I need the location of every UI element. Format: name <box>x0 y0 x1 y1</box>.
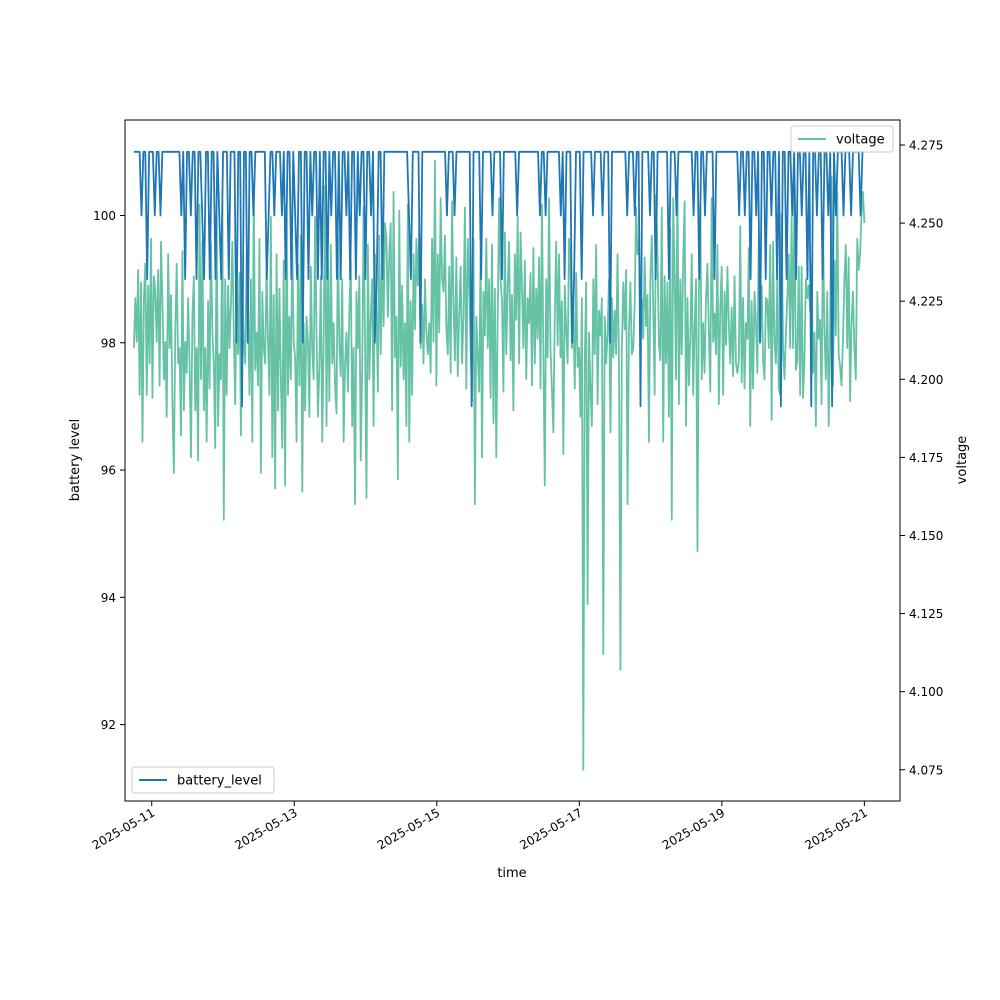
legend-voltage-label: voltage <box>836 133 885 148</box>
x-axis-label: time <box>497 866 526 881</box>
left-y-tick-label: 94 <box>101 591 116 605</box>
right-y-axis-label: voltage <box>955 436 970 485</box>
right-y-tick-label: 4.225 <box>909 295 943 309</box>
left-y-tick-label: 98 <box>101 336 116 350</box>
legend-voltage: voltage <box>790 125 894 153</box>
right-y-tick-label: 4.150 <box>909 529 943 543</box>
series-line-voltage <box>133 159 866 771</box>
right-y-tick-label: 4.075 <box>909 763 943 777</box>
legend-battery-level-box <box>131 766 275 794</box>
left-y-tick-label: 92 <box>101 718 116 732</box>
plot-frame <box>124 119 901 802</box>
series-layer <box>133 150 866 771</box>
right-y-tick-label: 4.200 <box>909 373 943 387</box>
legend-voltage-box <box>790 125 894 153</box>
right-y-tick-label: 4.100 <box>909 685 943 699</box>
legend-battery-level-label: battery_level <box>177 774 262 789</box>
left-y-tick-label: 100 <box>93 209 116 223</box>
left-y-tick-label: 96 <box>101 464 116 478</box>
right-y-tick-label: 4.275 <box>909 138 943 152</box>
left-y-axis-label: battery level <box>68 419 83 502</box>
right-y-tick-label: 4.175 <box>909 451 943 465</box>
right-y-tick-label: 4.125 <box>909 607 943 621</box>
series-line-battery-level <box>133 150 865 408</box>
legend-battery-level: battery_level <box>131 766 275 794</box>
right-y-tick-label: 4.250 <box>909 217 943 231</box>
